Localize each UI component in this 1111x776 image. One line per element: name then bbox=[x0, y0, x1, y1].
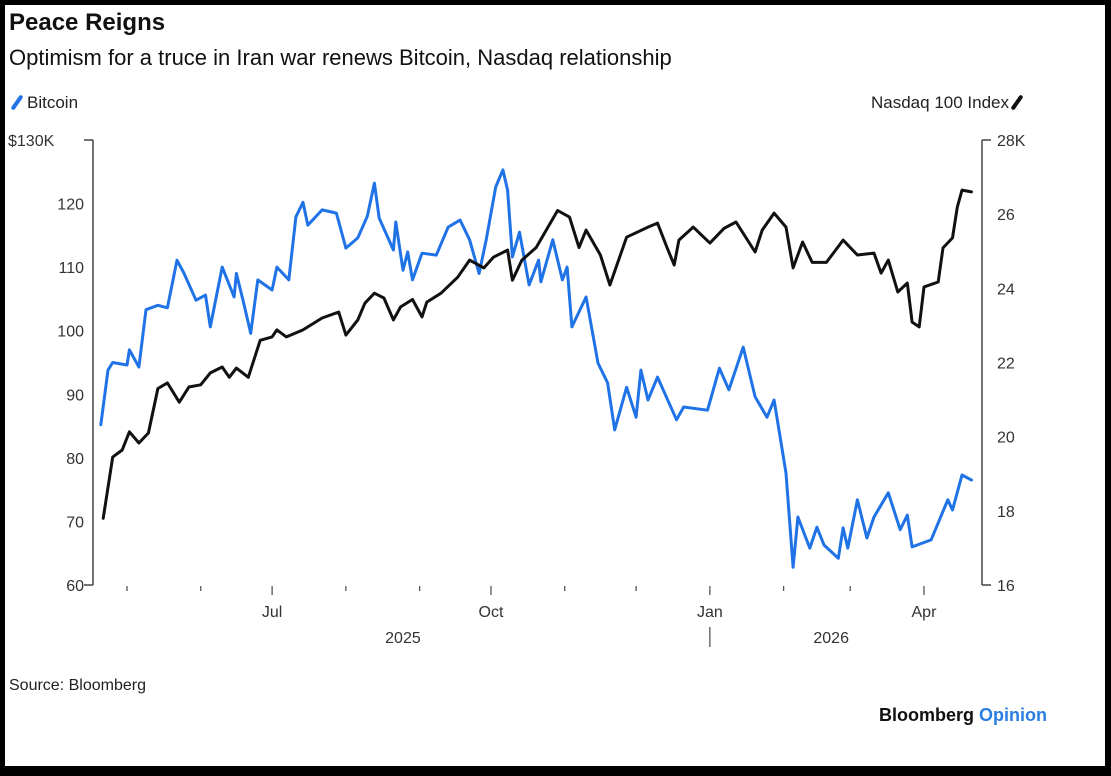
left-tick-label: 110 bbox=[58, 260, 84, 277]
right-tick-label: 24 bbox=[997, 281, 1015, 298]
right-tick-label: 16 bbox=[997, 578, 1015, 595]
left-tick-label: 80 bbox=[66, 451, 84, 468]
bloomberg-opinion-logo: Bloomberg Opinion bbox=[879, 705, 1047, 726]
left-tick-label: 120 bbox=[57, 197, 84, 214]
right-tick-label: 22 bbox=[997, 356, 1015, 373]
legend-nasdaq-label: Nasdaq 100 Index bbox=[871, 93, 1009, 112]
legend-bitcoin: Bitcoin bbox=[9, 93, 78, 113]
chart-title: Peace Reigns bbox=[9, 9, 166, 36]
chart-subtitle: Optimism for a truce in Iran war renews … bbox=[9, 45, 672, 70]
right-tick-label: 26 bbox=[997, 207, 1015, 224]
legend-nasdaq: Nasdaq 100 Index bbox=[871, 93, 1027, 113]
right-tick-label: 20 bbox=[997, 430, 1015, 447]
brand-accent: Opinion bbox=[979, 705, 1047, 725]
brand-main: Bloomberg bbox=[878, 705, 974, 725]
nasdaq-line bbox=[101, 188, 973, 520]
bitcoin-line bbox=[99, 168, 973, 569]
right-tick-label: 28K bbox=[997, 133, 1026, 150]
left-tick-label: $130K bbox=[8, 133, 55, 150]
left-tick-label: 70 bbox=[66, 514, 84, 531]
right-tick-label: 18 bbox=[997, 504, 1015, 521]
left-tick-label: 60 bbox=[66, 578, 84, 595]
x-year-label: 2026 bbox=[813, 630, 849, 647]
x-tick-label: Apr bbox=[912, 604, 938, 621]
x-tick-label: Jan bbox=[697, 604, 723, 621]
left-tick-label: 100 bbox=[57, 324, 84, 341]
source-note: Source: Bloomberg bbox=[9, 677, 146, 694]
x-tick-label: Jul bbox=[262, 604, 282, 621]
legend-bitcoin-label: Bitcoin bbox=[27, 93, 79, 112]
x-tick-label: Oct bbox=[479, 604, 504, 621]
x-year-label: 2025 bbox=[385, 630, 421, 647]
left-tick-label: 90 bbox=[66, 387, 84, 404]
